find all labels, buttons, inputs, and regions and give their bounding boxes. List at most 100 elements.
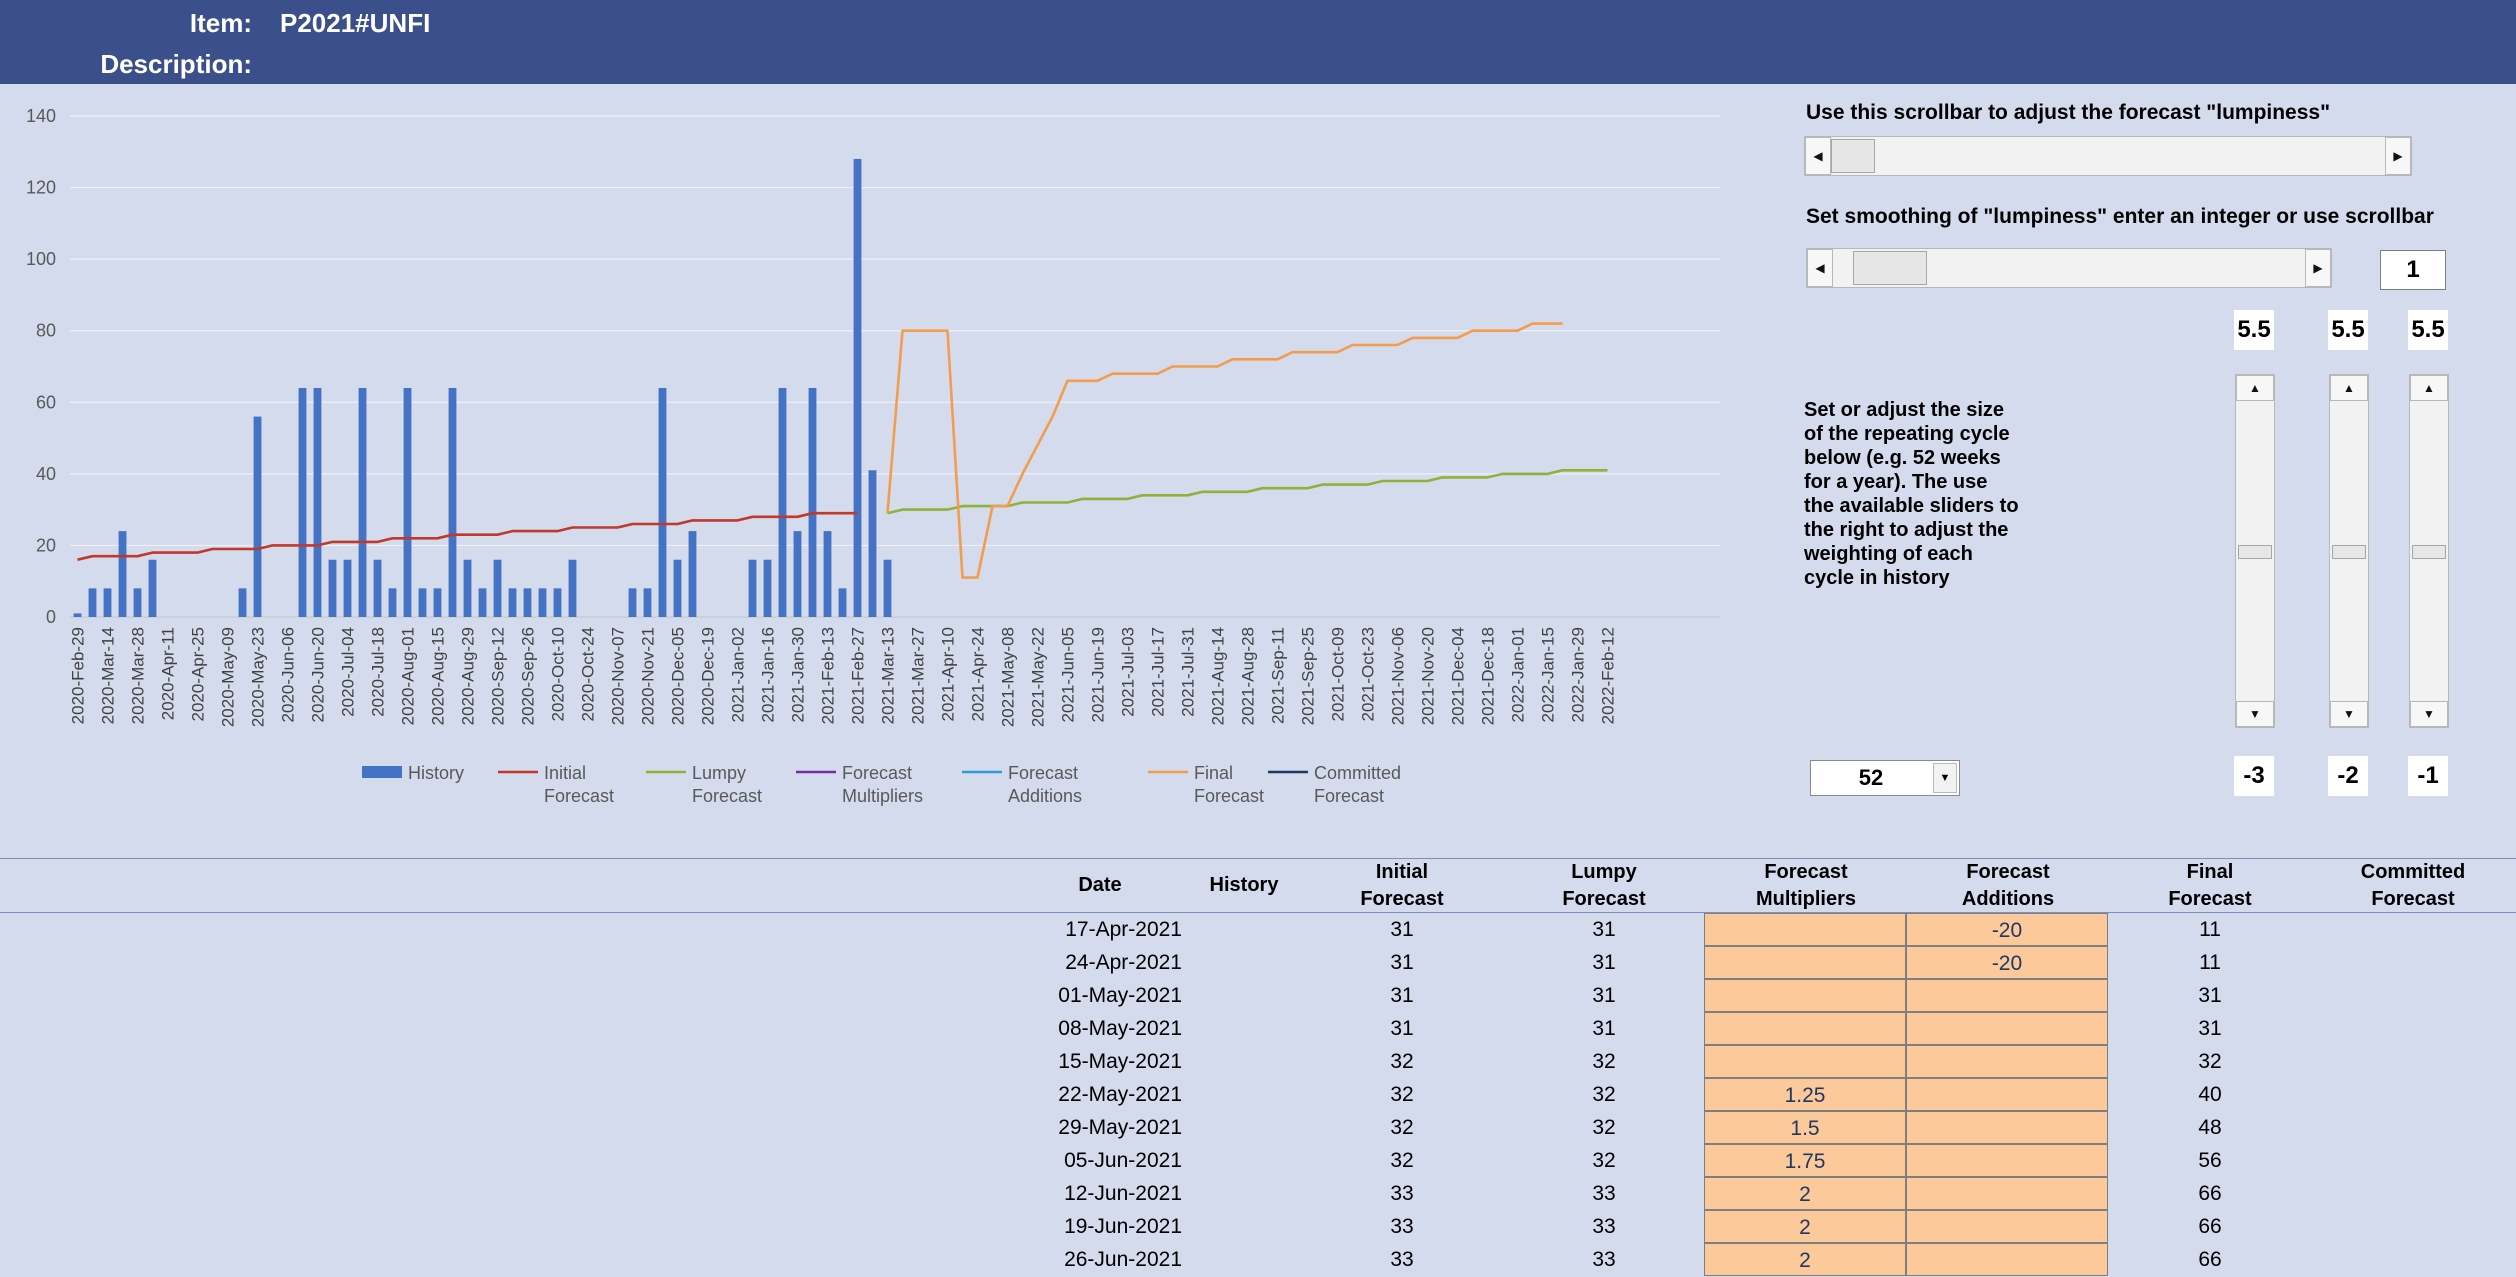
cycle-size-dropdown[interactable]: 52 ▼ xyxy=(1810,760,1960,796)
history-bar xyxy=(343,559,352,617)
scroll-down-arrow-icon[interactable]: ▼ xyxy=(2330,701,2368,727)
cycle-offset-3: -1 xyxy=(2408,756,2448,796)
cell-addition[interactable] xyxy=(1906,1078,2108,1111)
cell-multiplier[interactable]: 2 xyxy=(1704,1210,1906,1243)
cell-multiplier[interactable]: 1.5 xyxy=(1704,1111,1906,1144)
initial-forecast-line xyxy=(77,511,858,561)
scroll-right-arrow-icon[interactable]: ▶ xyxy=(2305,249,2331,287)
history-bar xyxy=(628,588,637,617)
scroll-left-arrow-icon[interactable]: ◀ xyxy=(1805,137,1831,175)
weight-slider-thumb-1[interactable] xyxy=(2238,545,2272,559)
weight-slider-thumb-3[interactable] xyxy=(2412,545,2446,559)
x-tick-label: 2021-Dec-18 xyxy=(1479,627,1498,725)
cell-date: 17-Apr-2021 xyxy=(1065,918,1182,941)
x-tick-label: 2020-Mar-28 xyxy=(129,627,148,724)
cell-final: 56 xyxy=(2198,1149,2222,1172)
cell-lumpy: 33 xyxy=(1592,1215,1616,1238)
scroll-up-arrow-icon[interactable]: ▲ xyxy=(2410,375,2448,401)
cell-final: 48 xyxy=(2198,1116,2222,1139)
y-tick-label: 100 xyxy=(26,249,56,269)
cell-initial: 33 xyxy=(1390,1182,1414,1205)
cell-date: 26-Jun-2021 xyxy=(1064,1248,1182,1271)
item-value[interactable]: P2021#UNFI xyxy=(280,8,431,38)
table-row: 01-May-2021 31 31 31 xyxy=(0,979,2516,1012)
cell-date: 05-Jun-2021 xyxy=(1064,1149,1182,1172)
weight-slider-2[interactable]: ▲ ▼ xyxy=(2329,374,2369,728)
lumpiness-scroll-thumb[interactable] xyxy=(1831,139,1875,173)
col-header-date: Date xyxy=(1078,874,1122,896)
cell-history xyxy=(1196,913,1292,946)
cell-addition[interactable]: -20 xyxy=(1906,946,2108,979)
table-row: 29-May-2021 32 32 1.5 48 xyxy=(0,1111,2516,1144)
cell-committed xyxy=(2340,913,2486,946)
x-tick-label: 2020-Sep-12 xyxy=(489,627,508,725)
weight-slider-1[interactable]: ▲ ▼ xyxy=(2235,374,2275,728)
cell-lumpy: 32 xyxy=(1592,1050,1616,1073)
x-tick-label: 2021-Jan-02 xyxy=(729,627,748,722)
scroll-down-arrow-icon[interactable]: ▼ xyxy=(2236,701,2274,727)
cell-committed xyxy=(2340,1012,2486,1045)
cell-addition[interactable] xyxy=(1906,1045,2108,1078)
cell-multiplier[interactable]: 2 xyxy=(1704,1177,1906,1210)
x-tick-label: 2021-Jun-19 xyxy=(1089,627,1108,722)
smoothing-scrollbar[interactable]: ◀ ▶ xyxy=(1806,248,2332,288)
weight-slider-3[interactable]: ▲ ▼ xyxy=(2409,374,2449,728)
cell-addition[interactable] xyxy=(1906,1144,2108,1177)
cell-multiplier[interactable] xyxy=(1704,1012,1906,1045)
x-tick-label: 2021-Feb-27 xyxy=(849,627,868,724)
history-bar xyxy=(448,387,457,617)
cell-multiplier[interactable] xyxy=(1704,979,1906,1012)
cell-final: 31 xyxy=(2198,984,2222,1007)
x-tick-label: 2021-Jul-03 xyxy=(1119,627,1138,717)
cell-lumpy: 32 xyxy=(1592,1149,1616,1172)
scroll-down-arrow-icon[interactable]: ▼ xyxy=(2410,701,2448,727)
cell-addition[interactable] xyxy=(1906,1177,2108,1210)
table-row: 15-May-2021 32 32 32 xyxy=(0,1045,2516,1078)
forecast-chart: 0 20 40 60 80 100 120 140 2020-Feb-29 2020-Mar-14… xyxy=(0,84,1760,824)
final-forecast-line xyxy=(886,322,1563,579)
cell-date: 22-May-2021 xyxy=(1058,1083,1182,1106)
weight-slider-thumb-2[interactable] xyxy=(2332,545,2366,559)
x-tick-label: 2020-Oct-24 xyxy=(579,627,598,722)
scroll-up-arrow-icon[interactable]: ▲ xyxy=(2330,375,2368,401)
history-bar xyxy=(313,387,322,617)
x-tick-label: 2022-Jan-01 xyxy=(1509,627,1528,722)
cell-multiplier[interactable]: 1.75 xyxy=(1704,1144,1906,1177)
cell-multiplier[interactable]: 1.25 xyxy=(1704,1078,1906,1111)
x-tick-label: 2020-Aug-29 xyxy=(459,627,478,725)
cell-committed xyxy=(2340,1144,2486,1177)
cell-addition[interactable] xyxy=(1906,1243,2108,1276)
cell-addition[interactable] xyxy=(1906,1210,2108,1243)
smoothing-input[interactable]: 1 xyxy=(2380,250,2446,290)
cell-committed xyxy=(2340,1243,2486,1276)
cell-multiplier[interactable] xyxy=(1704,913,1906,946)
history-bar xyxy=(388,588,397,617)
x-tick-label: 2021-Mar-13 xyxy=(879,627,898,724)
cell-initial: 32 xyxy=(1390,1083,1414,1106)
y-tick-label: 120 xyxy=(26,178,56,198)
table-row: 19-Jun-2021 33 33 2 66 xyxy=(0,1210,2516,1243)
scroll-up-arrow-icon[interactable]: ▲ xyxy=(2236,375,2274,401)
cell-multiplier[interactable]: 2 xyxy=(1704,1243,1906,1276)
cell-addition[interactable] xyxy=(1906,1111,2108,1144)
cell-multiplier[interactable] xyxy=(1704,1045,1906,1078)
smoothing-scroll-thumb[interactable] xyxy=(1853,251,1927,285)
cell-addition[interactable]: -20 xyxy=(1906,913,2108,946)
cell-addition[interactable] xyxy=(1906,1012,2108,1045)
cell-history xyxy=(1196,979,1292,1012)
cell-addition[interactable] xyxy=(1906,979,2108,1012)
cycle-offset-1: -3 xyxy=(2234,756,2274,796)
history-bar xyxy=(418,588,427,617)
lumpiness-label: Use this scrollbar to adjust the forecas… xyxy=(1806,101,2331,124)
x-tick-label: 2020-May-23 xyxy=(249,627,268,727)
dropdown-arrow-icon[interactable]: ▼ xyxy=(1933,763,1957,793)
col-header-additions: Forecast Additions xyxy=(1961,861,2055,910)
scroll-right-arrow-icon[interactable]: ▶ xyxy=(2385,137,2411,175)
lumpiness-scrollbar[interactable]: ◀ ▶ xyxy=(1804,136,2412,176)
scroll-left-arrow-icon[interactable]: ◀ xyxy=(1807,249,1833,287)
legend-swatch xyxy=(362,766,402,778)
forecast-table: Date History Initial Forecast Lumpy Fore… xyxy=(0,858,2516,1276)
cell-multiplier[interactable] xyxy=(1704,946,1906,979)
cell-history xyxy=(1196,1144,1292,1177)
x-tick-label: 2021-May-08 xyxy=(999,627,1018,727)
